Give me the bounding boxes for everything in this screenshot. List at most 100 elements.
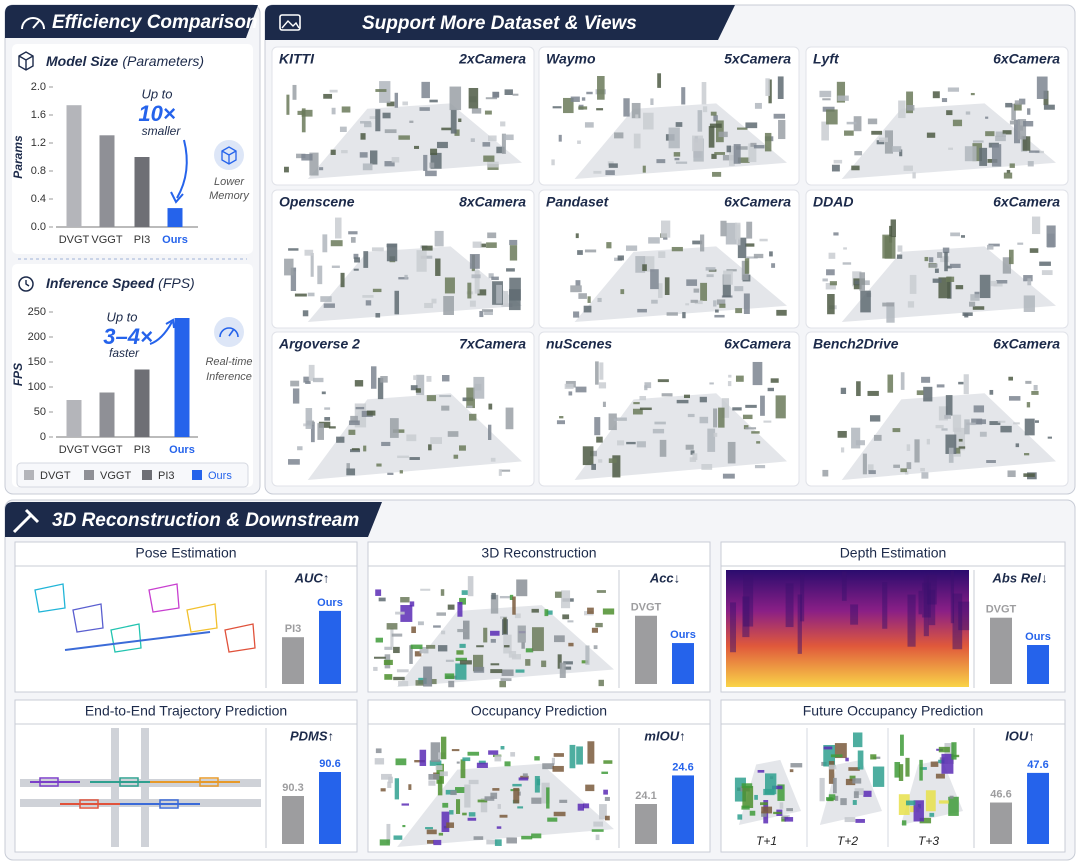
- point-cloud: [973, 405, 985, 413]
- header-tab: [5, 5, 258, 38]
- point-cloud: [597, 76, 605, 100]
- point-cloud: [587, 607, 594, 614]
- point-cloud: [577, 250, 583, 255]
- point-cloud: [723, 270, 733, 285]
- point-cloud: [414, 651, 422, 657]
- dataset-name: Argoverse 2: [278, 336, 360, 352]
- point-cloud: [855, 440, 865, 446]
- point-cloud: [914, 439, 920, 463]
- point-cloud: [585, 784, 595, 792]
- point-cloud: [438, 832, 444, 836]
- point-cloud: [305, 408, 313, 429]
- chart-subtitle: (Parameters): [122, 53, 204, 69]
- point-cloud: [635, 114, 639, 119]
- point-cloud: [563, 661, 573, 665]
- point-cloud: [753, 145, 765, 149]
- side-note: Memory: [209, 190, 250, 202]
- occupancy-grid: [919, 817, 932, 824]
- point-cloud: [993, 283, 1003, 287]
- bar: [672, 775, 694, 844]
- point-cloud: [308, 364, 315, 381]
- point-cloud: [346, 463, 350, 469]
- point-cloud: [398, 135, 410, 140]
- occupancy-grid: [845, 778, 856, 786]
- metric-label: Abs Rel↓: [992, 570, 1048, 585]
- bar-label: 24.1: [635, 790, 656, 802]
- point-cloud: [428, 780, 436, 786]
- point-cloud: [899, 149, 903, 157]
- point-cloud: [546, 787, 550, 809]
- point-cloud: [725, 222, 737, 245]
- point-cloud: [854, 280, 859, 285]
- point-cloud: [459, 597, 466, 605]
- point-cloud: [603, 789, 608, 795]
- point-cloud: [381, 441, 391, 447]
- point-cloud: [587, 296, 591, 303]
- point-cloud: [482, 142, 491, 147]
- point-cloud: [351, 448, 360, 451]
- point-cloud: [754, 102, 762, 109]
- point-cloud: [668, 127, 680, 149]
- point-cloud: [353, 253, 359, 259]
- point-cloud: [837, 430, 847, 438]
- bar: [635, 615, 657, 684]
- camera-frustum: [224, 623, 256, 653]
- occupancy-grid: [777, 784, 785, 801]
- dataset-name: KITTI: [279, 51, 315, 67]
- point-cloud: [840, 447, 845, 453]
- point-cloud: [450, 109, 457, 134]
- legend-label: PI3: [158, 470, 175, 482]
- occupancy-grid: [898, 794, 910, 815]
- point-cloud: [469, 413, 477, 421]
- point-cloud: [391, 633, 403, 637]
- point-cloud: [715, 309, 719, 313]
- point-cloud: [822, 469, 829, 477]
- point-cloud: [735, 375, 744, 382]
- point-cloud: [575, 386, 587, 393]
- point-cloud: [952, 119, 963, 127]
- point-cloud: [323, 93, 333, 99]
- point-cloud: [969, 301, 976, 307]
- point-cloud: [487, 161, 499, 168]
- point-cloud: [760, 395, 765, 416]
- occupancy-grid: [919, 767, 927, 770]
- panel-title-bar: [367, 699, 711, 725]
- point-cloud: [722, 473, 735, 479]
- point-cloud: [518, 777, 529, 781]
- y-tick-label: 0: [40, 431, 46, 443]
- point-cloud: [423, 154, 428, 171]
- point-cloud: [428, 444, 432, 451]
- point-cloud: [958, 446, 966, 449]
- point-cloud: [1047, 436, 1052, 439]
- depth-structure: [923, 576, 929, 637]
- point-cloud: [648, 237, 660, 244]
- point-cloud: [402, 824, 406, 828]
- point-cloud: [692, 240, 703, 245]
- point-cloud: [400, 597, 410, 603]
- point-cloud: [406, 434, 417, 442]
- bar-label: 47.6: [1027, 759, 1048, 771]
- point-cloud: [444, 673, 455, 679]
- point-cloud: [317, 265, 323, 285]
- point-cloud: [713, 115, 718, 122]
- point-cloud: [458, 118, 462, 123]
- point-cloud: [443, 296, 454, 315]
- point-cloud: [871, 130, 883, 135]
- point-cloud: [425, 170, 437, 177]
- x-tick-label: PI3: [134, 234, 151, 246]
- point-cloud: [896, 254, 903, 259]
- occupancy-grid: [790, 763, 803, 768]
- occupancy-grid: [773, 811, 782, 815]
- point-cloud: [509, 239, 518, 246]
- point-cloud: [499, 681, 506, 688]
- occupancy-grid: [855, 818, 865, 823]
- point-cloud: [415, 388, 421, 393]
- point-cloud: [449, 86, 462, 111]
- point-cloud: [753, 253, 764, 259]
- bar-label: Ours: [1025, 631, 1051, 643]
- point-cloud: [439, 394, 452, 398]
- point-cloud: [433, 839, 442, 846]
- point-cloud: [455, 663, 467, 680]
- point-cloud: [531, 608, 539, 613]
- bar: [282, 637, 304, 684]
